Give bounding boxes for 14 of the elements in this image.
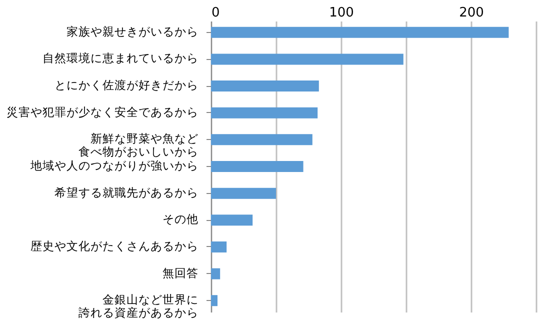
y-tick-label: 家族や親せきがいるから [66, 24, 198, 38]
y-tick-label: 金銀山など世界に誇れる資産があるから [78, 292, 198, 320]
y-tick-label: 無回答 [162, 266, 198, 280]
y-tick-label: その他 [162, 212, 198, 226]
y-tick-label: 災害や犯罪が少なく安全であるから [6, 104, 198, 119]
x-tick-label: 200 [459, 6, 484, 20]
x-tick-label: 0 [212, 6, 220, 20]
y-tick-label: 新鮮な野菜や魚など食べ物がおいしいから [78, 132, 198, 159]
y-tick-label: 歴史や文化がたくさんあるから [30, 238, 198, 253]
x-tick-label: 100 [329, 6, 354, 20]
y-tick-label: 自然環境に恵まれているから [42, 51, 198, 66]
y-tick-label: 地域や人のつながりが強いから [30, 158, 198, 172]
y-tick-label: 希望する就職先があるから [54, 185, 198, 200]
y-tick-label: とにかく佐渡が好きだから [54, 78, 198, 92]
